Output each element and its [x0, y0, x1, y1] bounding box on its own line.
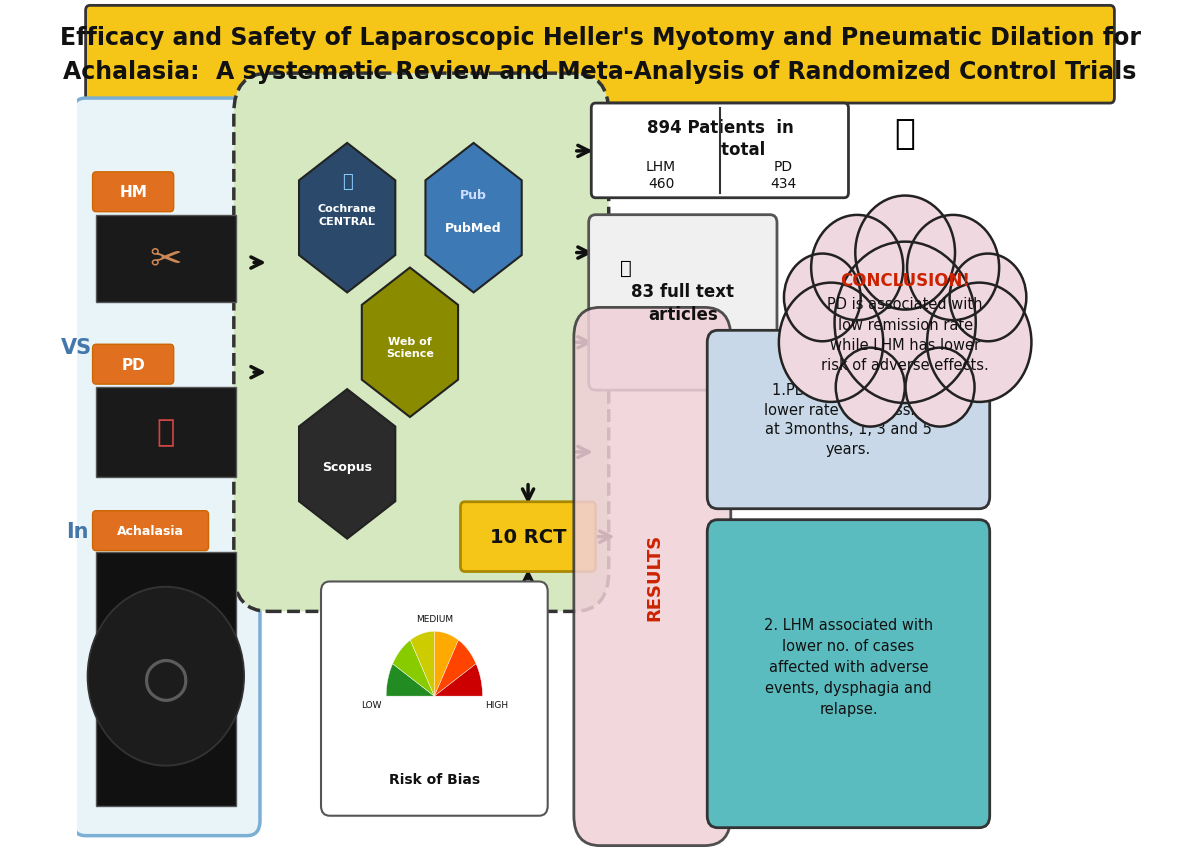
Text: PD: PD [121, 357, 145, 372]
Text: CONCLUSION!: CONCLUSION! [840, 272, 970, 291]
Polygon shape [434, 631, 458, 696]
Polygon shape [426, 144, 522, 293]
FancyBboxPatch shape [85, 6, 1115, 104]
Text: LOW: LOW [361, 699, 382, 709]
Circle shape [779, 284, 883, 402]
Text: HIGH: HIGH [486, 699, 509, 709]
Text: PD
434: PD 434 [770, 160, 797, 191]
Circle shape [835, 348, 905, 427]
Text: Efficacy and Safety of Laparoscopic Heller's Myotomy and Pneumatic Dilation for
: Efficacy and Safety of Laparoscopic Hell… [60, 26, 1140, 83]
Circle shape [784, 254, 860, 342]
Text: MEDIUM: MEDIUM [415, 614, 452, 623]
Text: 🩺: 🩺 [895, 117, 916, 151]
Circle shape [928, 284, 1032, 402]
FancyBboxPatch shape [707, 331, 990, 509]
Text: Cochrane
CENTRAL: Cochrane CENTRAL [318, 204, 377, 227]
Polygon shape [434, 640, 476, 696]
Circle shape [907, 216, 1000, 320]
FancyBboxPatch shape [92, 345, 174, 385]
Text: ○: ○ [142, 653, 190, 706]
Text: Risk of Bias: Risk of Bias [389, 772, 480, 786]
Text: VS: VS [61, 338, 92, 358]
Text: PubMed: PubMed [445, 222, 502, 235]
Text: HM: HM [119, 185, 148, 200]
FancyBboxPatch shape [574, 308, 731, 846]
FancyBboxPatch shape [96, 388, 235, 477]
FancyBboxPatch shape [234, 74, 608, 612]
Text: Web of
Science: Web of Science [386, 337, 434, 359]
Polygon shape [299, 144, 395, 293]
Circle shape [949, 254, 1026, 342]
Text: ✂: ✂ [150, 240, 182, 279]
Text: Pub: Pub [460, 189, 487, 202]
FancyBboxPatch shape [589, 216, 776, 391]
FancyBboxPatch shape [92, 173, 174, 212]
FancyBboxPatch shape [96, 552, 235, 806]
Text: LHM
460: LHM 460 [646, 160, 676, 191]
Text: Ⓒ: Ⓒ [342, 173, 353, 191]
Text: RESULTS: RESULTS [646, 533, 664, 620]
FancyBboxPatch shape [461, 502, 595, 572]
FancyBboxPatch shape [96, 216, 235, 303]
FancyBboxPatch shape [592, 104, 848, 199]
Text: Achalasia: Achalasia [118, 525, 184, 538]
Text: 🫀: 🫀 [157, 418, 175, 447]
Polygon shape [386, 664, 434, 696]
FancyBboxPatch shape [92, 511, 209, 551]
Text: PD is associated with
low remission rate
while LHM has lower
risk of adverse eff: PD is associated with low remission rate… [821, 296, 989, 373]
FancyBboxPatch shape [707, 520, 990, 827]
Circle shape [856, 196, 955, 310]
Text: 894 Patients  in
        total: 894 Patients in total [647, 118, 793, 158]
Text: 83 full text
articles: 83 full text articles [631, 282, 734, 324]
FancyBboxPatch shape [72, 99, 260, 836]
Polygon shape [362, 268, 458, 417]
Polygon shape [299, 389, 395, 539]
Circle shape [834, 242, 976, 404]
Polygon shape [392, 640, 434, 696]
Text: 1.PD associated with
lower rate of remission
at 3months, 1, 3 and 5
years.: 1.PD associated with lower rate of remis… [764, 383, 932, 457]
Text: 10 RCT: 10 RCT [490, 527, 566, 546]
Text: Scopus: Scopus [322, 461, 372, 474]
FancyBboxPatch shape [322, 582, 547, 815]
Text: 2. LHM associated with
lower no. of cases
affected with adverse
events, dysphagi: 2. LHM associated with lower no. of case… [764, 617, 934, 716]
Polygon shape [434, 664, 482, 696]
Circle shape [811, 216, 904, 320]
Circle shape [88, 587, 245, 766]
Text: In: In [66, 521, 88, 541]
Text: 📊: 📊 [620, 259, 632, 278]
Circle shape [89, 589, 242, 764]
Polygon shape [410, 631, 434, 696]
Circle shape [906, 348, 974, 427]
